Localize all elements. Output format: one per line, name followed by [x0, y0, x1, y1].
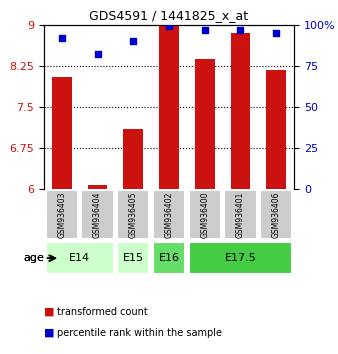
Bar	[123, 129, 143, 189]
Title: GDS4591 / 1441825_x_at: GDS4591 / 1441825_x_at	[90, 9, 248, 22]
Point	[166, 24, 172, 29]
FancyBboxPatch shape	[224, 190, 257, 239]
Text: GSM936404: GSM936404	[93, 191, 102, 238]
Point	[59, 35, 65, 41]
Text: percentile rank within the sample: percentile rank within the sample	[57, 328, 222, 338]
Text: age: age	[24, 253, 45, 263]
Text: GSM936403: GSM936403	[57, 191, 66, 238]
Text: GSM936402: GSM936402	[165, 192, 173, 238]
FancyBboxPatch shape	[189, 242, 292, 274]
Text: E16: E16	[159, 253, 179, 263]
Point	[202, 27, 208, 33]
FancyBboxPatch shape	[46, 190, 78, 239]
Bar	[231, 33, 250, 189]
Text: GSM936406: GSM936406	[272, 191, 281, 238]
Text: E15: E15	[123, 253, 144, 263]
FancyBboxPatch shape	[46, 242, 114, 274]
FancyBboxPatch shape	[153, 242, 185, 274]
FancyBboxPatch shape	[117, 242, 149, 274]
Text: GSM936405: GSM936405	[129, 191, 138, 238]
Text: GSM936400: GSM936400	[200, 191, 209, 238]
Text: E17.5: E17.5	[224, 253, 256, 263]
Text: age: age	[24, 253, 45, 263]
FancyBboxPatch shape	[117, 190, 149, 239]
Bar	[159, 25, 179, 189]
FancyBboxPatch shape	[189, 190, 221, 239]
Bar	[195, 59, 215, 189]
Point	[238, 27, 243, 33]
Bar	[52, 77, 72, 189]
FancyBboxPatch shape	[81, 190, 114, 239]
Point	[273, 30, 279, 36]
Text: ■: ■	[44, 307, 54, 316]
Text: E14: E14	[69, 253, 90, 263]
Text: ■: ■	[44, 328, 54, 338]
Bar	[266, 70, 286, 189]
Point	[95, 51, 100, 57]
Text: GSM936401: GSM936401	[236, 192, 245, 238]
FancyBboxPatch shape	[260, 190, 292, 239]
Text: transformed count: transformed count	[57, 307, 148, 316]
Point	[130, 38, 136, 44]
Bar	[88, 185, 107, 189]
FancyBboxPatch shape	[153, 190, 185, 239]
